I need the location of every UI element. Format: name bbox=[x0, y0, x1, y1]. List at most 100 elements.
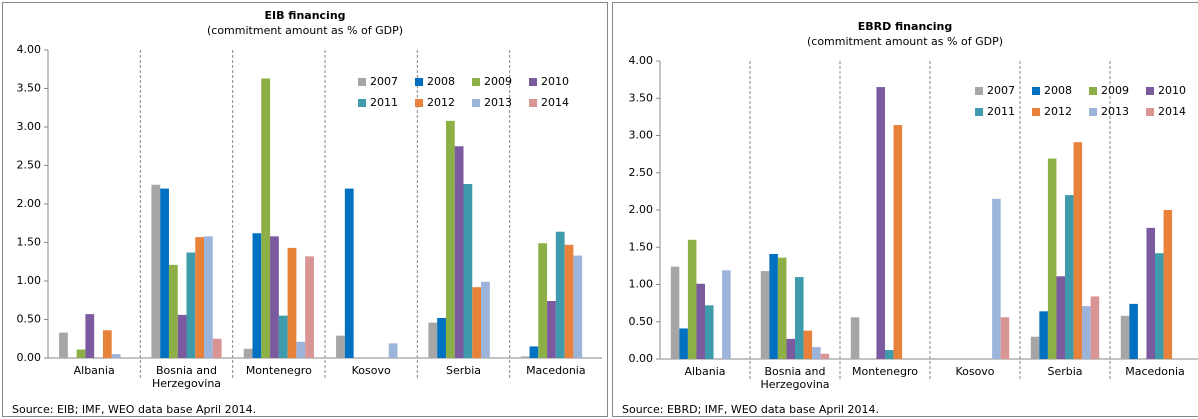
y-tick-label: 3.50 bbox=[17, 82, 42, 95]
x-tick-label: Albania bbox=[684, 365, 726, 378]
x-tick-label: Albania bbox=[73, 364, 115, 377]
bar bbox=[1030, 336, 1040, 359]
bar bbox=[850, 317, 860, 359]
bar bbox=[388, 343, 398, 358]
legend-swatch bbox=[472, 78, 480, 86]
y-tick-label: 2.00 bbox=[17, 197, 42, 210]
legend-label: 2008 bbox=[427, 75, 455, 88]
legend-label: 2010 bbox=[1158, 84, 1186, 97]
chart-title: EBRD financing bbox=[858, 20, 953, 33]
chart-title: EIB financing bbox=[264, 9, 345, 22]
x-tick-label: Montenegro bbox=[245, 364, 312, 377]
bar bbox=[777, 257, 787, 359]
legend-swatch bbox=[1146, 87, 1154, 95]
bar bbox=[555, 231, 565, 358]
bar bbox=[454, 146, 464, 358]
bar bbox=[795, 277, 804, 359]
legend-label: 2011 bbox=[370, 96, 398, 109]
chart-subtitle: (commitment amount as % of GDP) bbox=[807, 35, 1003, 48]
legend-swatch bbox=[415, 78, 423, 86]
bar bbox=[344, 188, 354, 358]
bar bbox=[1073, 142, 1083, 359]
bar bbox=[529, 346, 539, 358]
bar bbox=[151, 184, 161, 358]
bar bbox=[876, 87, 885, 359]
legend-swatch bbox=[975, 87, 983, 95]
legend-swatch bbox=[529, 78, 537, 86]
y-tick-label: 0.50 bbox=[17, 313, 42, 326]
x-tick-label: Kosovo bbox=[955, 365, 995, 378]
y-tick-label: 4.00 bbox=[629, 54, 654, 67]
bar bbox=[687, 239, 697, 359]
bar bbox=[722, 270, 731, 359]
legend-label: 2009 bbox=[1101, 84, 1129, 97]
x-tick-label: Macedonia bbox=[1125, 365, 1185, 378]
bar bbox=[168, 264, 178, 358]
source-note: Source: EIB; IMF, WEO data base April 20… bbox=[12, 403, 256, 416]
bar bbox=[1039, 311, 1048, 359]
panel-border bbox=[2, 2, 608, 417]
bar bbox=[204, 236, 213, 358]
bar bbox=[1056, 276, 1065, 359]
legend-label: 2012 bbox=[1044, 105, 1072, 118]
bar bbox=[445, 120, 455, 358]
bar bbox=[679, 328, 688, 359]
y-tick-label: 1.00 bbox=[629, 278, 654, 291]
x-tick-label: Serbia bbox=[445, 364, 482, 377]
y-tick-label: 3.00 bbox=[629, 129, 654, 142]
bar bbox=[305, 256, 314, 358]
legend-swatch bbox=[529, 99, 537, 107]
bar bbox=[102, 330, 112, 358]
bar bbox=[520, 356, 530, 358]
bar bbox=[670, 266, 680, 359]
bar bbox=[76, 349, 86, 358]
legend-label: 2010 bbox=[541, 75, 569, 88]
legend-label: 2013 bbox=[1101, 105, 1129, 118]
bar bbox=[564, 244, 574, 358]
legend-swatch bbox=[358, 78, 366, 86]
y-tick-label: 3.00 bbox=[17, 120, 42, 133]
legend-label: 2007 bbox=[987, 84, 1015, 97]
bar bbox=[538, 243, 548, 358]
legend-swatch bbox=[472, 99, 480, 107]
bar bbox=[261, 78, 271, 359]
x-tick-label: Serbia bbox=[1047, 365, 1083, 378]
legend-swatch bbox=[1032, 87, 1040, 95]
bar bbox=[111, 354, 121, 358]
chart-subtitle: (commitment amount as % of GDP) bbox=[207, 24, 403, 37]
legend-swatch bbox=[1146, 108, 1154, 116]
bar bbox=[177, 314, 187, 358]
y-tick-label: 1.50 bbox=[629, 240, 654, 253]
bar bbox=[885, 350, 894, 359]
legend-swatch bbox=[975, 108, 983, 116]
bar bbox=[547, 301, 556, 358]
bar bbox=[160, 188, 169, 358]
bar bbox=[1155, 253, 1164, 359]
legend-label: 2011 bbox=[987, 105, 1015, 118]
x-tick-label: Montenegro bbox=[851, 365, 918, 378]
bar bbox=[59, 332, 68, 358]
bar bbox=[573, 255, 583, 358]
x-tick-label: Macedonia bbox=[526, 364, 586, 377]
legend-swatch bbox=[1089, 87, 1097, 95]
bar bbox=[243, 348, 253, 358]
y-tick-label: 2.50 bbox=[17, 159, 42, 172]
bar bbox=[472, 287, 482, 358]
bar bbox=[812, 347, 821, 359]
bar bbox=[1065, 195, 1074, 359]
y-tick-label: 3.50 bbox=[629, 91, 654, 104]
bar bbox=[786, 338, 795, 359]
legend-label: 2012 bbox=[427, 96, 455, 109]
bar bbox=[287, 247, 297, 358]
legend-label: 2013 bbox=[484, 96, 512, 109]
bar bbox=[428, 322, 438, 358]
bar bbox=[803, 330, 813, 359]
legend-label: 2008 bbox=[1044, 84, 1072, 97]
y-tick-label: 1.50 bbox=[17, 236, 42, 249]
bar bbox=[1163, 210, 1173, 359]
y-tick-label: 1.00 bbox=[17, 274, 42, 287]
y-tick-label: 4.00 bbox=[17, 43, 42, 56]
bar bbox=[1082, 306, 1091, 359]
y-tick-label: 2.50 bbox=[629, 166, 654, 179]
